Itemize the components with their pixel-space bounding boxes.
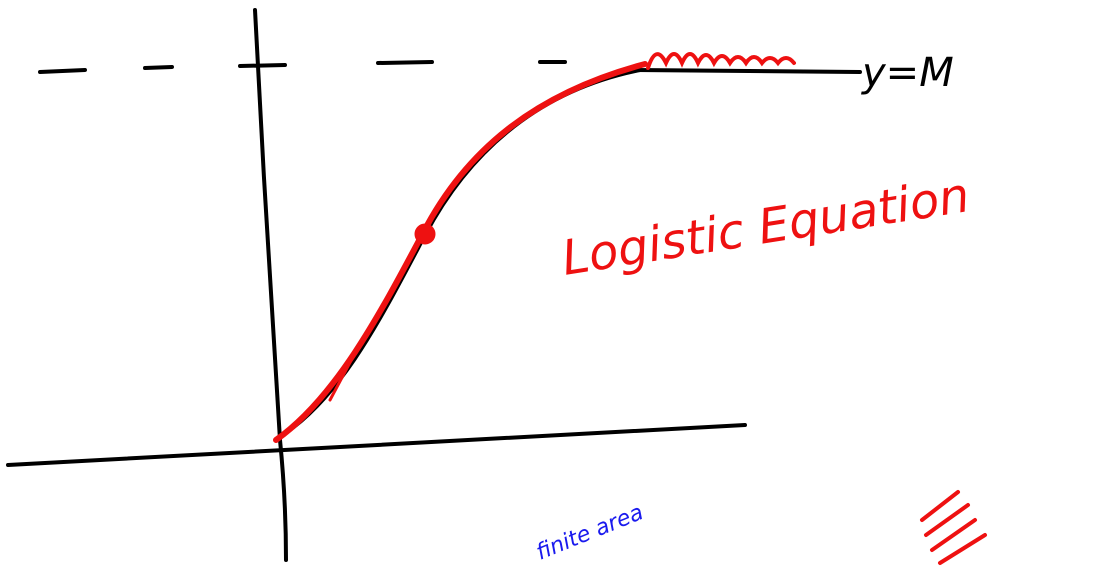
dash: [143, 65, 174, 70]
asymptote-dashes: [38, 60, 862, 74]
inflection-dot: [414, 223, 436, 245]
dash: [376, 60, 434, 65]
red-wave: [646, 52, 796, 70]
red-arrow: [328, 338, 364, 402]
red-marks: [920, 490, 987, 565]
x-axis: [6, 423, 747, 467]
asymptote-label: y=M: [861, 50, 954, 96]
y-axis: [253, 8, 288, 562]
dash: [238, 63, 287, 68]
axes: [6, 8, 747, 562]
dash: [628, 68, 862, 74]
dash: [38, 68, 87, 74]
red-overlay: [273, 52, 987, 565]
